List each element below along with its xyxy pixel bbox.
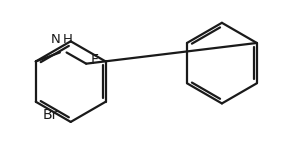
Text: N: N: [51, 33, 61, 46]
Text: Br: Br: [42, 109, 58, 123]
Text: H: H: [63, 33, 73, 46]
Text: F: F: [91, 53, 99, 67]
